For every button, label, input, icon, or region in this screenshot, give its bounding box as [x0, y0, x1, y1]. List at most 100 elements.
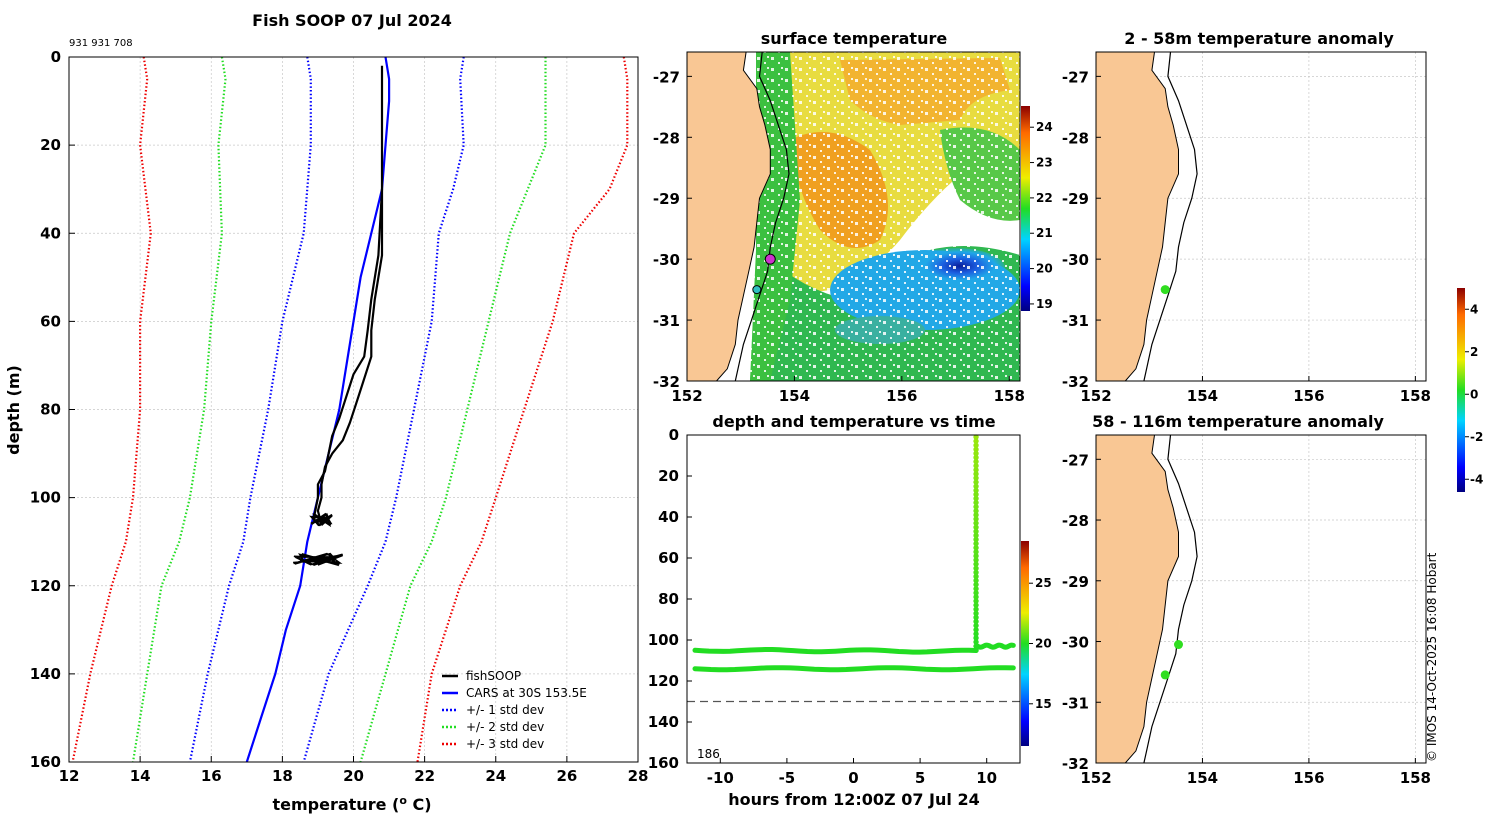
timeseries-track	[974, 642, 1016, 650]
anomaly-shallow-isobath	[1143, 52, 1198, 381]
timeseries-cast-point	[973, 635, 979, 641]
anomaly-deep-title: 58 - 116m temperature anomaly	[1092, 412, 1384, 431]
map-ytick-label: -32	[653, 373, 680, 391]
sst-isobath	[734, 52, 790, 381]
map-ytick-label: -31	[1062, 312, 1089, 330]
profile-ytick-label: 0	[51, 48, 61, 66]
timeseries-colorbar-label: 25	[1035, 576, 1052, 590]
map-ytick-label: -27	[1062, 68, 1089, 86]
profile-xtick-label: 12	[59, 767, 80, 785]
timeseries-cast-point	[973, 495, 979, 502]
legend-label-std3: +/- 3 std dev	[466, 737, 544, 751]
map-xtick-label: 152	[671, 387, 702, 405]
timeseries-cast-point	[973, 553, 979, 559]
timeseries-cast-point	[973, 438, 979, 444]
profile-bottom-cluster	[309, 512, 333, 528]
anomaly-map-shallow: 2 - 58m temperature anomaly 152 154 156 158…	[1062, 29, 1431, 405]
timeseries-track	[692, 647, 979, 655]
map-xtick-label: 152	[1080, 769, 1111, 787]
timeseries-cast-point	[973, 557, 979, 563]
timeseries-cast-point	[973, 524, 979, 530]
sst-colorbar-label: 22	[1036, 191, 1053, 205]
map-ytick-label: -32	[1062, 373, 1089, 391]
sst-position-marker	[764, 253, 776, 265]
timeseries-ytick-label: 40	[658, 508, 679, 526]
profile-subtitle: 931 931 708	[69, 38, 133, 49]
timeseries-cast-point	[973, 458, 979, 465]
timeseries-cast-point	[973, 536, 979, 543]
timeseries-cast-point	[973, 610, 979, 617]
profile-legend: fishSOOP CARS at 30S 153.5E +/- 1 std de…	[442, 669, 587, 751]
profile-series-line	[316, 65, 384, 525]
timeseries-cast-point	[973, 504, 979, 510]
profile-ytick-label: 160	[30, 753, 61, 771]
sst-colorbar	[1021, 106, 1030, 311]
timeseries-ytick-label: 100	[648, 631, 679, 649]
timeseries-ytick-label: 20	[658, 467, 679, 485]
sst-title: surface temperature	[761, 29, 948, 48]
timeseries-panel: depth and temperature vs time -10 -5 0 5 100…	[648, 412, 1052, 809]
anomaly-colorbar-ticks: 4 2 0 -2 -4	[1465, 302, 1483, 486]
timeseries-cast-point	[973, 549, 979, 555]
anomaly-deep-ticks: 152 154 156 158 -27 -28 -29 -30 -31 -32	[1062, 451, 1431, 787]
profile-xtick-label: 16	[201, 767, 222, 785]
timeseries-cast-point	[973, 631, 979, 637]
anomaly-colorbar-label: -4	[1470, 472, 1483, 486]
map-ytick-label: -28	[653, 129, 680, 147]
timeseries-cast-point	[973, 446, 979, 453]
anomaly-deep-land	[1096, 435, 1179, 763]
timeseries-cast-point	[973, 487, 979, 494]
timeseries-cast-point	[973, 512, 979, 518]
timeseries-series	[687, 434, 1020, 703]
timeseries-cast-point	[973, 622, 979, 629]
map-xtick-label: 156	[1293, 387, 1324, 405]
profile-series-line	[71, 56, 152, 763]
anomaly-colorbar-label: -2	[1470, 430, 1483, 444]
timeseries-cast-point	[973, 586, 979, 592]
anomaly-shallow-points	[1160, 285, 1170, 295]
timeseries-cast-point	[973, 581, 979, 588]
map-ytick-label: -29	[653, 190, 680, 208]
timeseries-cast-point	[973, 483, 979, 489]
timeseries-cast-point	[973, 594, 979, 600]
profile-bottom-cluster	[293, 552, 344, 567]
imos-credit: © IMOS 14-Oct-2025 16:08 Hobart	[1425, 552, 1439, 762]
anomaly-deep-point	[1160, 670, 1170, 680]
map-xtick-label: 154	[779, 387, 810, 405]
sst-ticks: 152 154 156 158 -27 -28 -29 -30 -31 -32	[653, 68, 1025, 405]
profile-ytick-label: 100	[30, 489, 61, 507]
profile-ytick-label: 40	[40, 224, 61, 242]
timeseries-cast-point	[973, 528, 979, 535]
anomaly-deep-points	[1160, 640, 1183, 680]
anomaly-deep-axes-box	[1095, 434, 1427, 764]
sst-panel: surface temperature 152 154 156 158 -27 -28 -2…	[653, 29, 1053, 405]
anomaly-deep-point	[1174, 640, 1183, 650]
timeseries-xtick-label: -5	[779, 769, 796, 787]
timeseries-cast-point	[973, 639, 979, 645]
profile-xtick-label: 22	[414, 767, 435, 785]
profile-series-line	[131, 56, 227, 763]
map-ytick-label: -30	[653, 251, 680, 269]
map-ytick-label: -30	[1062, 251, 1089, 269]
profile-series-line	[245, 56, 391, 763]
sst-colorbar-label: 21	[1036, 226, 1053, 240]
timeseries-axes-box	[686, 434, 1021, 764]
timeseries-colorbar-ticks: 25 20 15	[1029, 576, 1052, 711]
legend-label-fish: fishSOOP	[466, 669, 521, 683]
timeseries-cast-point	[973, 516, 979, 522]
profile-xlabel: temperature (o C)	[272, 794, 431, 814]
sst-land	[687, 52, 771, 381]
sst-colorbar-label: 19	[1036, 297, 1053, 311]
profile-xtick-label: 26	[556, 767, 577, 785]
timeseries-cast-point	[973, 573, 979, 580]
anomaly-deep-isobath	[1143, 435, 1198, 763]
profile-series-line	[313, 189, 384, 516]
timeseries-cast-point	[973, 569, 979, 576]
map-xtick-label: 158	[1400, 769, 1431, 787]
timeseries-track	[692, 665, 1016, 673]
timeseries-colorbar-label: 15	[1035, 697, 1052, 711]
profile-ytick-label: 140	[30, 665, 61, 683]
timeseries-cast-point	[973, 561, 979, 567]
map-ytick-label: -27	[1062, 451, 1089, 469]
